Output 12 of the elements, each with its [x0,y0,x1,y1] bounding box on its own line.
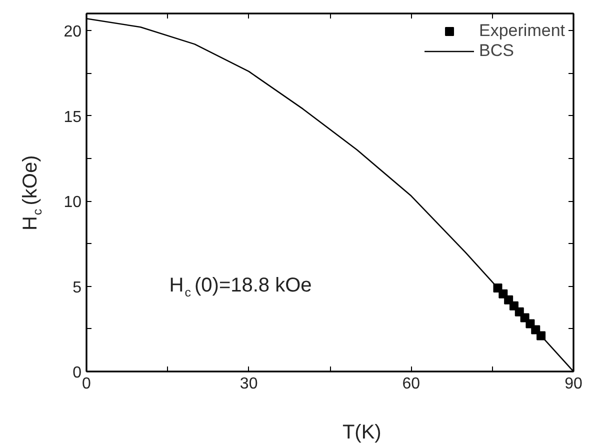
y-tick-label: 20 [64,24,82,41]
y-tick-label: 10 [64,194,82,212]
legend-label: Experiment [479,21,565,41]
y-axis-title: Hc(kOe) [20,155,44,230]
x-tick-label: 30 [240,376,258,392]
y-tick-label: 15 [64,108,82,126]
y-tick-label: 0 [72,364,82,382]
x-tick-label: 60 [402,376,420,392]
y-tick-label: 5 [72,279,82,296]
x-axis-title: T(K) [342,422,382,444]
x-tick-label: 90 [564,376,582,392]
legend-label: BCS [479,41,514,61]
